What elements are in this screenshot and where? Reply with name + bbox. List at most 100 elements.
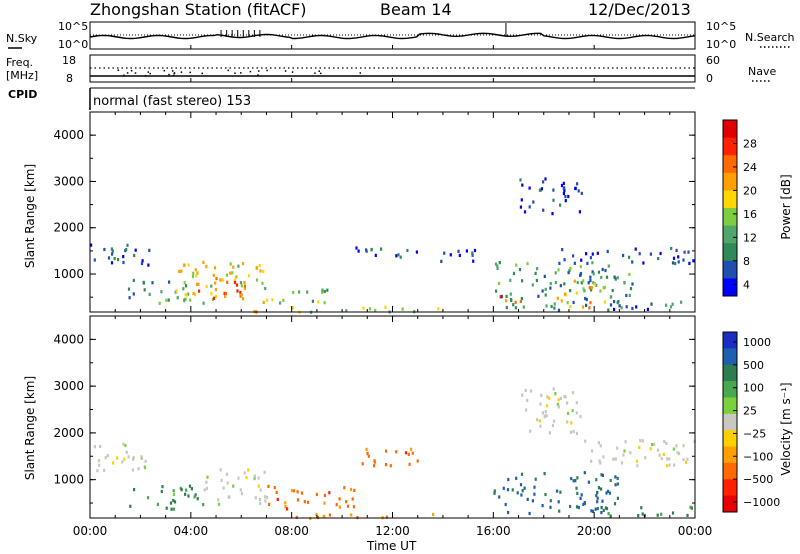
power-cell <box>192 275 194 278</box>
velocity-cell <box>352 497 354 500</box>
power-cell <box>443 252 445 255</box>
power-cell <box>563 182 565 185</box>
velocity-cell <box>184 493 186 496</box>
velocity-cell <box>520 493 522 496</box>
power-cell <box>542 180 544 183</box>
velocity-cell <box>598 441 600 444</box>
power-cell <box>607 308 609 311</box>
freq-dot <box>320 73 322 75</box>
power-ytick-label: 1000 <box>53 267 84 281</box>
velocity-cell <box>373 459 375 462</box>
power-cell <box>539 189 541 192</box>
freq-dot <box>285 70 287 72</box>
freq-dot <box>201 73 203 75</box>
velocity-cell <box>622 453 624 456</box>
velocity-cell <box>672 511 674 514</box>
power-cell <box>557 268 559 271</box>
velocity-cell <box>615 457 617 460</box>
power-cell <box>214 282 216 285</box>
power-cell <box>592 253 594 256</box>
velocity-cell <box>409 463 411 466</box>
power-cell <box>650 253 652 256</box>
power-cell <box>589 279 591 282</box>
velocity-cell <box>572 391 574 394</box>
power-cell <box>582 305 584 308</box>
power-cell <box>215 288 217 291</box>
velocity-cell <box>590 460 592 463</box>
power-cell <box>660 252 662 255</box>
velocity-cell <box>240 488 242 491</box>
power-cell <box>189 299 191 302</box>
velocity-cell <box>559 491 561 494</box>
velocity-cell <box>686 458 688 461</box>
power-cell <box>437 307 439 310</box>
velocity-cell <box>204 488 206 491</box>
power-cell <box>369 307 371 310</box>
x-tick-label: 16:00 <box>476 524 511 538</box>
power-cell <box>626 305 628 308</box>
power-cell <box>532 200 534 203</box>
velocity-cell <box>247 469 249 472</box>
velocity-cell <box>535 478 537 481</box>
velocity-cell <box>685 461 687 464</box>
power-cell <box>577 281 579 284</box>
power-cell <box>256 279 258 282</box>
velocity-cell <box>546 395 548 398</box>
velocity-cell <box>663 453 665 456</box>
velocity-cell <box>264 499 266 502</box>
velocity-cell <box>665 442 667 445</box>
power-cell <box>588 306 590 309</box>
power-cell <box>544 275 546 278</box>
velocity-cell <box>651 443 653 446</box>
velocity-cell <box>675 444 677 447</box>
power-cell <box>117 258 119 261</box>
velocity-cell <box>366 448 368 451</box>
power-colorbar-segment <box>723 138 737 156</box>
power-cell <box>590 256 592 259</box>
velocity-cell <box>591 449 593 452</box>
power-cell <box>133 254 135 257</box>
power-cell <box>625 294 627 297</box>
power-colorbar-tick-label: 20 <box>743 184 757 197</box>
velocity-cell <box>644 456 646 459</box>
power-cell <box>542 289 544 292</box>
velocity-cell <box>494 489 496 492</box>
power-colorbar-segment <box>723 243 737 261</box>
power-cell <box>579 210 581 213</box>
velocity-cell <box>521 394 523 397</box>
power-cell <box>519 268 521 271</box>
velocity-cell <box>244 471 246 474</box>
power-cell <box>213 297 215 300</box>
power-colorbar-segment <box>723 120 737 138</box>
velocity-cell <box>245 476 247 479</box>
velocity-cell <box>564 395 566 398</box>
power-cell <box>234 281 236 284</box>
power-cell <box>521 198 523 201</box>
velocity-cell <box>205 481 207 484</box>
velocity-cell <box>147 496 149 499</box>
power-cell <box>506 306 508 309</box>
velocity-cell <box>223 486 225 489</box>
power-cell <box>184 281 186 284</box>
power-cell <box>558 309 560 312</box>
power-cell <box>133 279 135 282</box>
velocity-cell <box>558 398 560 401</box>
x-tick-label: 00:00 <box>73 524 108 538</box>
velocity-cell <box>232 485 234 488</box>
x-tick-label: 04:00 <box>174 524 209 538</box>
power-cell <box>573 301 575 304</box>
power-cell <box>541 187 543 190</box>
velocity-cell <box>291 489 293 492</box>
x-tick-label: 20:00 <box>577 524 612 538</box>
velocity-cell <box>653 443 655 446</box>
power-cell <box>521 184 523 187</box>
velocity-cell <box>339 506 341 509</box>
freq-dot <box>318 70 320 72</box>
power-cell <box>143 281 145 284</box>
freq-dot <box>172 70 174 72</box>
power-cell <box>536 267 538 270</box>
power-colorbar-segment <box>723 226 737 244</box>
power-cell <box>192 272 194 275</box>
velocity-cell <box>171 508 173 511</box>
velocity-cell <box>373 464 375 467</box>
